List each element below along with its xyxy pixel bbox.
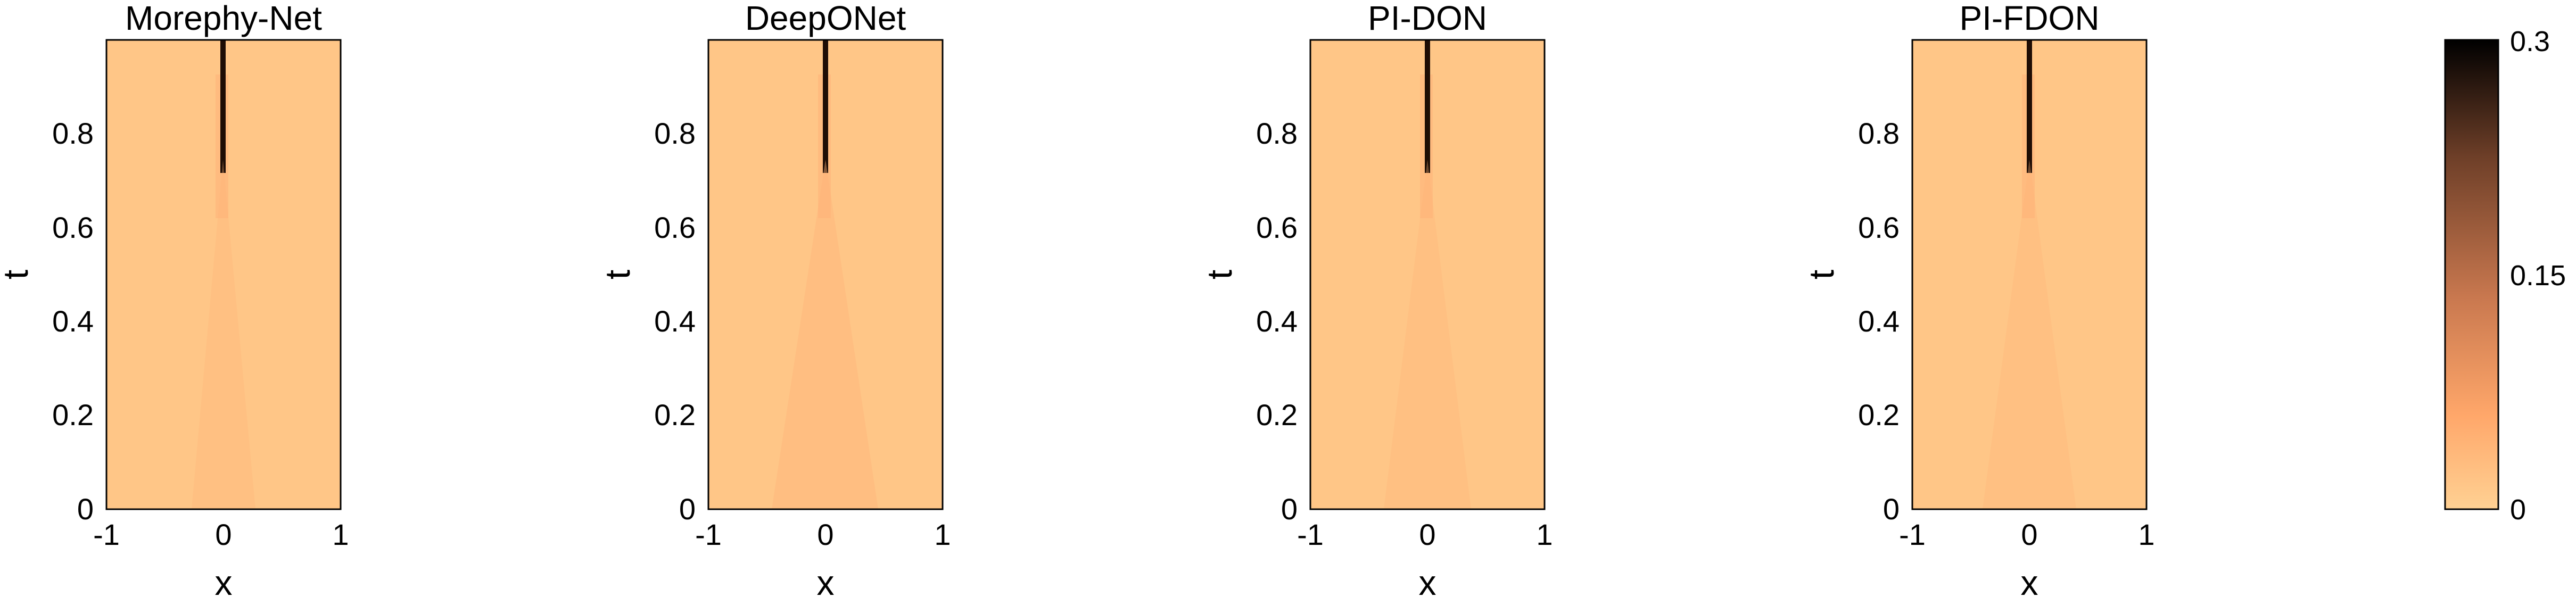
y-tick-label: 0.8	[654, 117, 696, 150]
y-tick-label: 0.2	[654, 398, 696, 432]
shock-core	[220, 40, 226, 173]
y-axis-label: t	[1802, 270, 1841, 279]
x-tick-label: 0	[1419, 518, 1435, 551]
panel-title: DeepONet	[745, 0, 906, 37]
x-tick-label: 0	[817, 518, 833, 551]
panel-title: PI-DON	[1368, 0, 1487, 37]
y-tick-label: 0.8	[1858, 117, 1900, 150]
y-tick-label: 0.6	[1858, 211, 1900, 244]
colorbar-tick-label: 0.3	[2510, 26, 2550, 57]
x-tick-label: -1	[1297, 518, 1324, 551]
x-tick-label: 1	[332, 518, 349, 551]
panel-title: Morephy-Net	[125, 0, 322, 37]
y-tick-label: 0.6	[52, 211, 94, 244]
y-tick-label: 0.4	[654, 304, 696, 338]
y-axis-label: t	[598, 270, 637, 279]
shock-fan	[1384, 160, 1471, 509]
x-tick-label: 0	[2021, 518, 2037, 551]
colorbar-tick-label: 0.15	[2510, 260, 2566, 292]
y-tick-label: 0.6	[1256, 211, 1298, 244]
y-axis-label: t	[1200, 270, 1239, 279]
x-tick-label: -1	[695, 518, 722, 551]
x-tick-label: -1	[93, 518, 120, 551]
y-tick-label: 0	[679, 492, 696, 526]
y-axis-label: t	[0, 270, 35, 279]
colorbar-gradient	[2444, 39, 2499, 510]
x-axis-label: x	[817, 563, 835, 602]
shock-fan	[772, 160, 878, 509]
y-tick-label: 0	[1883, 492, 1900, 526]
colorbar-tick-label: 0	[2510, 494, 2526, 526]
shock-fan	[192, 160, 255, 509]
x-tick-label: 1	[1536, 518, 1553, 551]
panel-morephy-net: Morephy-Net -1 0 1 0 0.2 0.4 0.6 0.8 x t	[0, 0, 349, 602]
panel-pi-don: PI-DON -1 0 1 0 0.2 0.4 0.6 0.8 x t	[1200, 0, 1553, 602]
x-axis-label: x	[2021, 563, 2038, 602]
colorbar: 0.3 0.15 0	[2444, 26, 2566, 526]
panel-deeponet: DeepONet -1 0 1 0 0.2 0.4 0.6 0.8 x t	[598, 0, 951, 602]
x-tick-label: 1	[2138, 518, 2154, 551]
x-axis-label: x	[1419, 563, 1436, 602]
x-tick-label: 1	[934, 518, 951, 551]
plot-frame	[1309, 39, 1546, 510]
y-tick-label: 0	[77, 492, 94, 526]
x-tick-label: 0	[215, 518, 232, 551]
y-tick-label: 0.2	[1858, 398, 1900, 432]
y-tick-label: 0.2	[52, 398, 94, 432]
plot-frame	[105, 39, 342, 510]
shock-core	[2027, 40, 2032, 173]
plot-frame	[1911, 39, 2148, 510]
x-tick-label: -1	[1899, 518, 1926, 551]
shock-core	[1425, 40, 1430, 173]
y-tick-label: 0.4	[1858, 304, 1900, 338]
shock-fan	[1983, 160, 2076, 509]
x-axis-label: x	[215, 563, 233, 602]
y-tick-label: 0.6	[654, 211, 696, 244]
panel-pi-fdon: PI-FDON -1 0 1 0 0.2 0.4 0.6 0.8 x t	[1802, 0, 2155, 602]
shock-core	[823, 40, 828, 173]
plot-frame	[707, 39, 944, 510]
y-tick-label: 0.8	[52, 117, 94, 150]
y-tick-label: 0.4	[52, 304, 94, 338]
panel-title: PI-FDON	[1959, 0, 2099, 37]
y-tick-label: 0.8	[1256, 117, 1298, 150]
y-tick-label: 0.4	[1256, 304, 1298, 338]
y-tick-label: 0.2	[1256, 398, 1298, 432]
y-tick-label: 0	[1281, 492, 1298, 526]
